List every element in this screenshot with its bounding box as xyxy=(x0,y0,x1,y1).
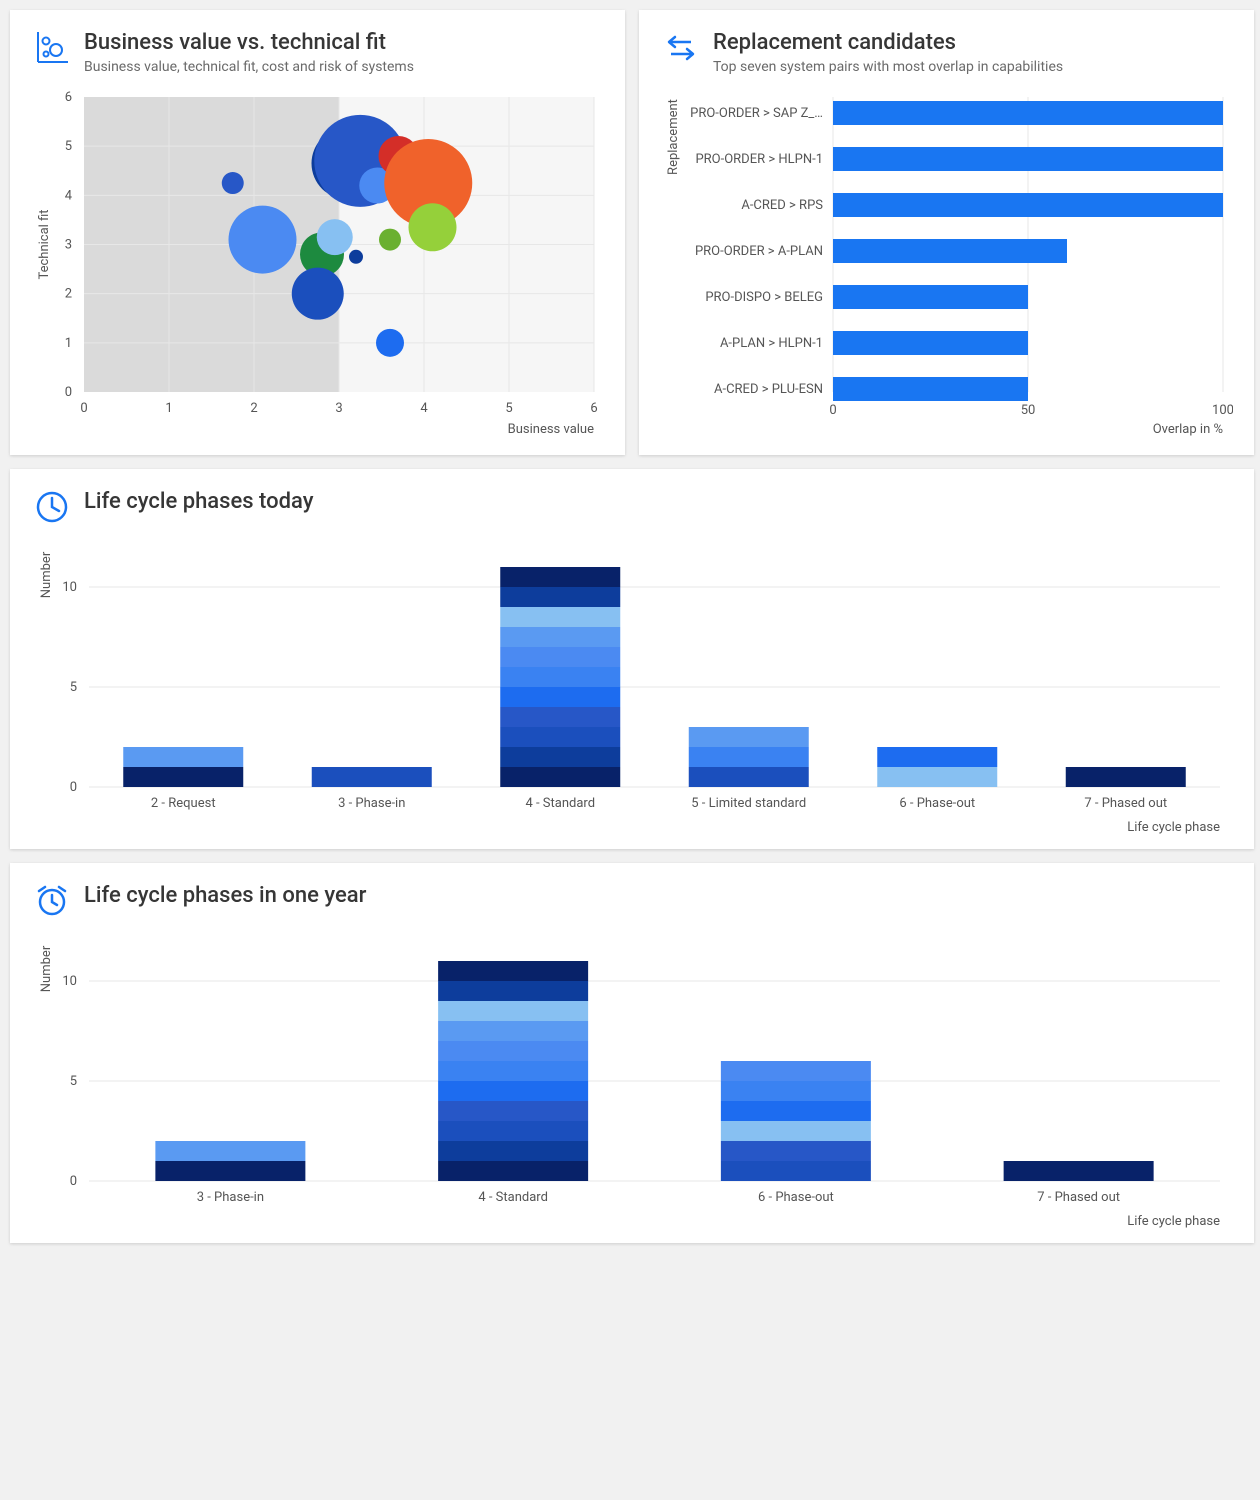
svg-text:6: 6 xyxy=(590,401,597,416)
card-title: Replacement candidates xyxy=(713,30,1063,55)
svg-text:4 - Standard: 4 - Standard xyxy=(525,796,595,811)
svg-text:6 - Phase-out: 6 - Phase-out xyxy=(899,796,975,811)
svg-text:3 - Phase-in: 3 - Phase-in xyxy=(197,1190,264,1205)
svg-text:Overlap in %: Overlap in % xyxy=(1153,422,1223,437)
replacement-chart-plot[interactable]: 0 50 100 PRO-ORDER > SAP Z_… PRO-ORDER > HLP… xyxy=(663,87,1230,441)
svg-text:3: 3 xyxy=(65,238,72,253)
svg-text:5: 5 xyxy=(505,401,512,416)
replacement-chart-card: Replacement candidates Top seven system … xyxy=(639,10,1254,455)
svg-text:Business value: Business value xyxy=(508,422,594,437)
svg-text:PRO-ORDER > HLPN-1: PRO-ORDER > HLPN-1 xyxy=(695,152,823,167)
svg-text:2 - Request: 2 - Request xyxy=(151,796,216,811)
bubble-chart-plot[interactable]: 0 1 2 3 4 5 6 0 1 2 3 4 5 6 Business value Technical fi… xyxy=(34,87,601,441)
svg-text:PRO-ORDER > A-PLAN: PRO-ORDER > A-PLAN xyxy=(695,244,823,259)
svg-text:3: 3 xyxy=(335,401,342,416)
svg-text:100: 100 xyxy=(1212,403,1233,418)
svg-text:0: 0 xyxy=(829,403,836,418)
svg-text:10: 10 xyxy=(62,580,77,595)
bubble-chart-card: Business value vs. technical fit Busines… xyxy=(10,10,625,455)
card-title: Life cycle phases today xyxy=(84,489,313,514)
svg-text:5: 5 xyxy=(70,680,77,695)
svg-text:A-CRED > PLU-ESN: A-CRED > PLU-ESN xyxy=(714,382,823,397)
bubble-chart-icon xyxy=(34,30,70,66)
svg-text:50: 50 xyxy=(1021,403,1036,418)
svg-text:0: 0 xyxy=(70,1174,77,1189)
card-header: Life cycle phases in one year xyxy=(34,883,1230,919)
svg-text:6 - Phase-out: 6 - Phase-out xyxy=(758,1190,834,1205)
lifecycle-oneyear-card: Life cycle phases in one year 0 5 10 3 - Ph… xyxy=(10,863,1254,1243)
card-header: Replacement candidates Top seven system … xyxy=(663,30,1230,75)
svg-text:Number: Number xyxy=(39,551,54,598)
svg-text:PRO-DISPO > BELEG: PRO-DISPO > BELEG xyxy=(705,290,823,305)
svg-text:3 - Phase-in: 3 - Phase-in xyxy=(338,796,405,811)
svg-text:4: 4 xyxy=(65,188,73,203)
card-subtitle: Business value, technical fit, cost and … xyxy=(84,59,414,75)
svg-text:Technical fit: Technical fit xyxy=(37,209,52,279)
svg-text:A-PLAN > HLPN-1: A-PLAN > HLPN-1 xyxy=(720,336,823,351)
card-title: Life cycle phases in one year xyxy=(84,883,366,908)
svg-text:Life cycle phase: Life cycle phase xyxy=(1127,1214,1220,1229)
svg-text:1: 1 xyxy=(65,336,72,351)
card-header: Business value vs. technical fit Busines… xyxy=(34,30,601,75)
svg-text:0: 0 xyxy=(80,401,87,416)
card-header: Life cycle phases today xyxy=(34,489,1230,525)
svg-text:Replacement: Replacement xyxy=(666,99,681,175)
svg-text:1: 1 xyxy=(165,401,172,416)
svg-text:10: 10 xyxy=(62,974,77,989)
clock-icon xyxy=(34,489,70,525)
svg-text:Number: Number xyxy=(39,945,54,992)
card-subtitle: Top seven system pairs with most overlap… xyxy=(713,59,1063,75)
svg-text:5: 5 xyxy=(70,1074,77,1089)
svg-text:0: 0 xyxy=(65,385,72,400)
lifecycle-today-plot[interactable]: 0 5 10 2 - Request 3 - Phase-in 4 - Standard 5… xyxy=(34,537,1230,841)
lifecycle-today-card: Life cycle phases today 0 5 10 2 - Request 3… xyxy=(10,469,1254,849)
svg-text:5: 5 xyxy=(65,139,72,154)
card-title: Business value vs. technical fit xyxy=(84,30,414,55)
svg-text:5 - Limited standard: 5 - Limited standard xyxy=(691,796,806,811)
svg-text:4 - Standard: 4 - Standard xyxy=(478,1190,548,1205)
svg-text:2: 2 xyxy=(65,287,72,302)
svg-text:7 - Phased out: 7 - Phased out xyxy=(1084,796,1167,811)
alarm-clock-icon xyxy=(34,883,70,919)
lifecycle-oneyear-plot[interactable]: 0 5 10 3 - Phase-in 4 - Standard 6 - Phase-ou… xyxy=(34,931,1230,1235)
svg-text:A-CRED > RPS: A-CRED > RPS xyxy=(741,198,823,213)
svg-text:PRO-ORDER > SAP Z_…: PRO-ORDER > SAP Z_… xyxy=(690,106,823,121)
svg-text:2: 2 xyxy=(250,401,257,416)
swap-arrows-icon xyxy=(663,30,699,66)
svg-text:4: 4 xyxy=(420,401,428,416)
svg-text:0: 0 xyxy=(70,780,77,795)
svg-text:7 - Phased out: 7 - Phased out xyxy=(1037,1190,1120,1205)
svg-text:Life cycle phase: Life cycle phase xyxy=(1127,820,1220,835)
svg-text:6: 6 xyxy=(65,90,72,105)
